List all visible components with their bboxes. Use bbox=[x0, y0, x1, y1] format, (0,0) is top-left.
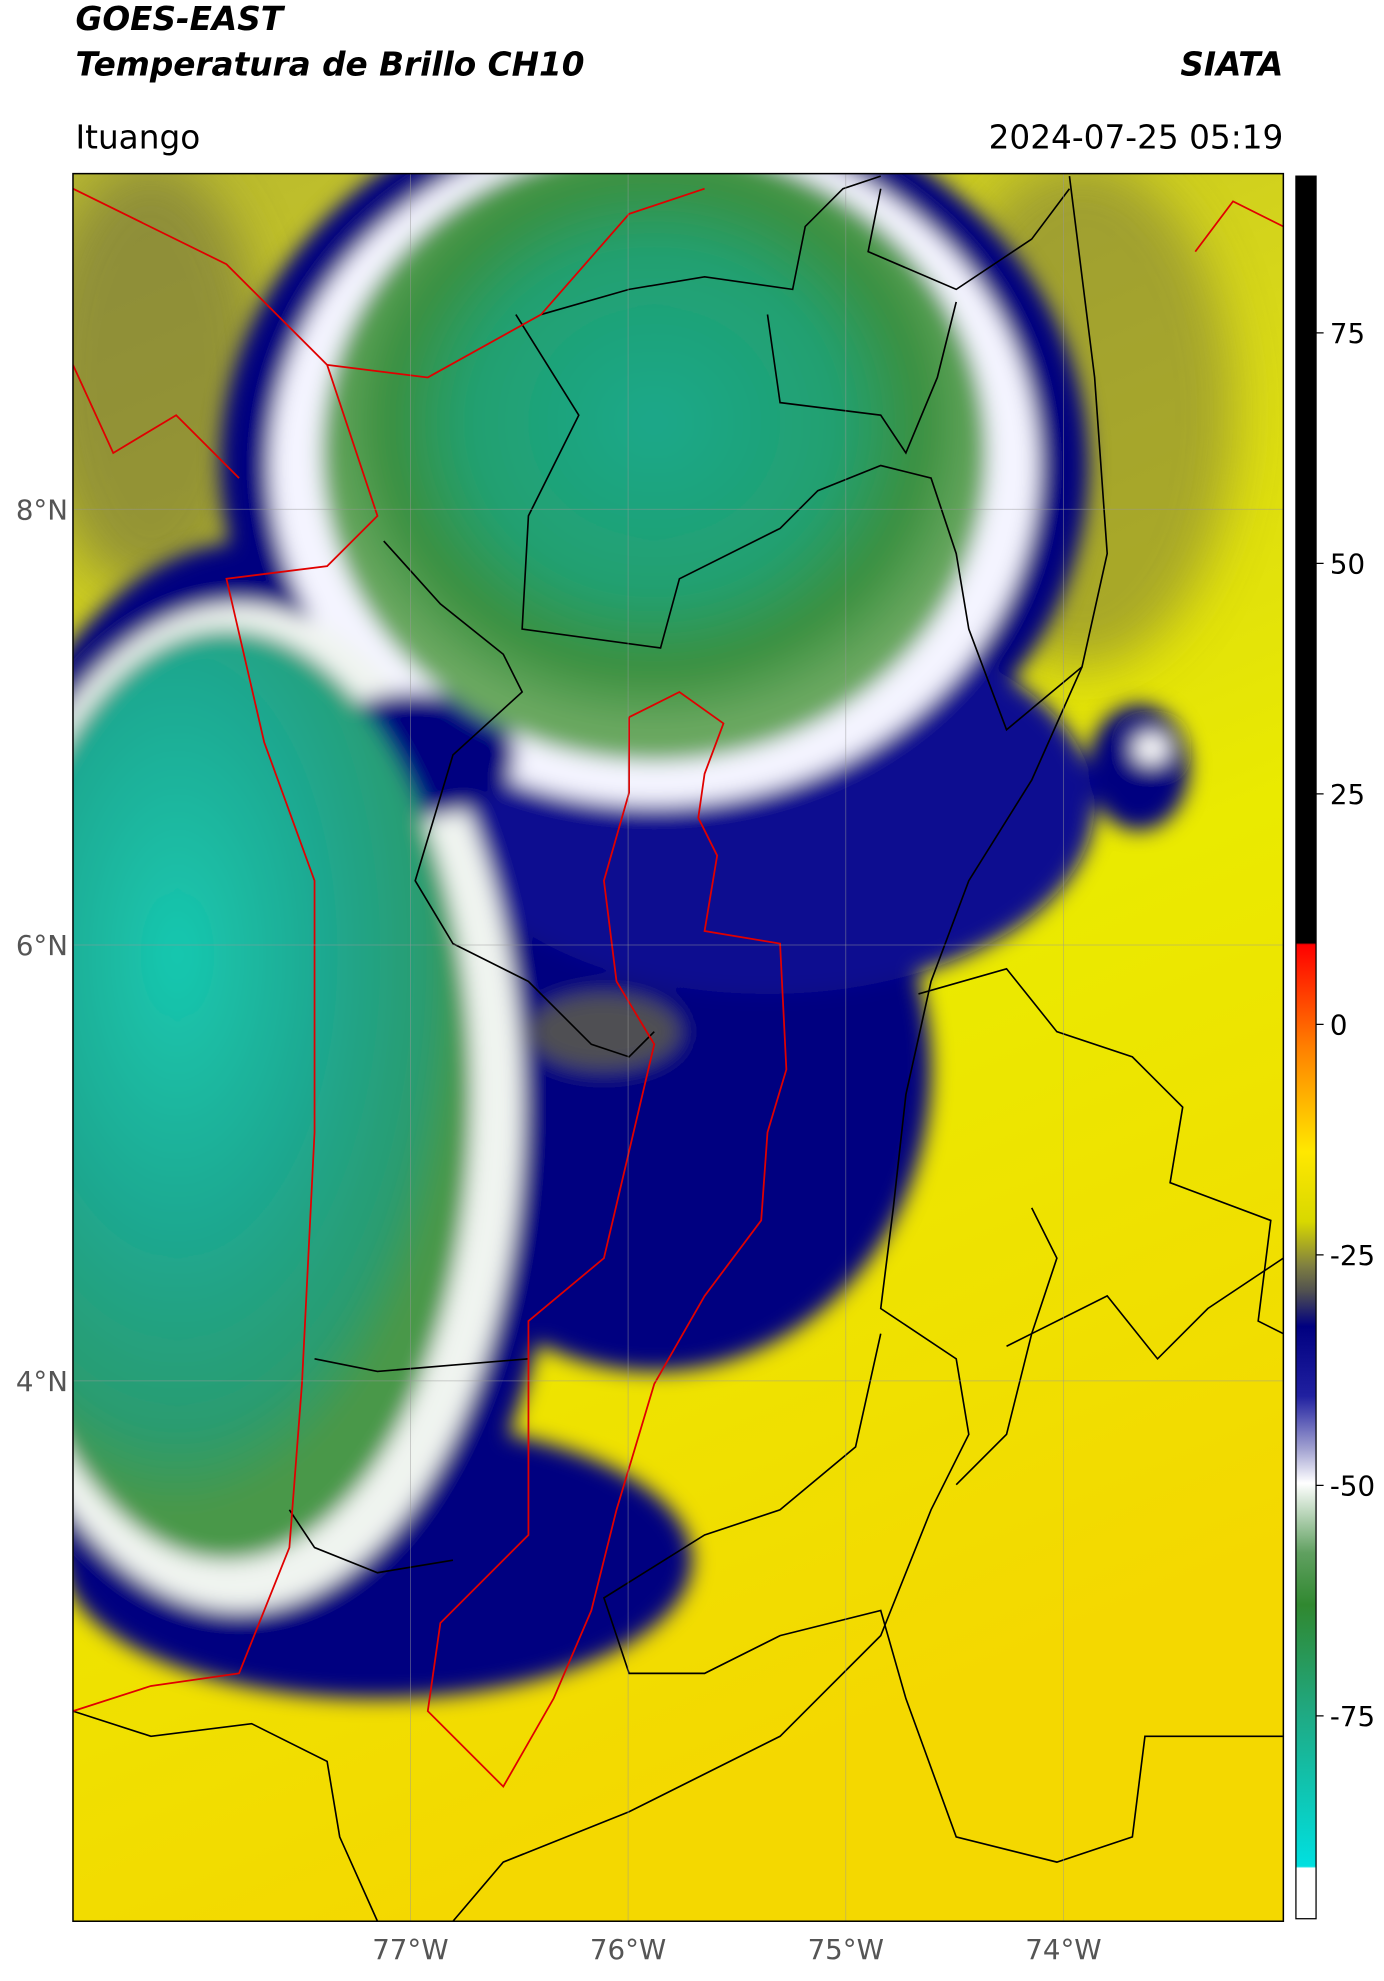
location: Ituango bbox=[75, 118, 200, 156]
borders bbox=[72, 175, 1284, 1922]
boundary bbox=[72, 187, 1284, 1789]
colorbar-tick-label: 0 bbox=[1330, 1008, 1348, 1041]
source: SIATA bbox=[1180, 45, 1283, 83]
colorbar-tick-label: -75 bbox=[1330, 1700, 1375, 1733]
colorbar-tick-label: -25 bbox=[1330, 1239, 1375, 1272]
lat-tick-label: 8°N bbox=[16, 493, 68, 526]
map-frame bbox=[72, 172, 1285, 1922]
colorbar bbox=[1295, 175, 1317, 1920]
timestamp: 2024-07-25 05:19 bbox=[989, 118, 1284, 156]
lat-tick-label: 6°N bbox=[16, 929, 68, 962]
lat-tick-label: 4°N bbox=[16, 1365, 68, 1398]
colorbar-tick-label: -50 bbox=[1330, 1469, 1375, 1502]
lon-tick-label: 74°W bbox=[1025, 1933, 1101, 1966]
colorbar-tick-label: 75 bbox=[1330, 317, 1365, 350]
colorbar-tick-label: 50 bbox=[1330, 547, 1365, 580]
colorbar-tick-label: 25 bbox=[1330, 778, 1365, 811]
lon-tick-label: 75°W bbox=[808, 1933, 884, 1966]
satellite-image bbox=[72, 173, 1284, 1922]
subtitle: Temperatura de Brillo CH10 bbox=[75, 45, 584, 83]
title: GOES-EAST bbox=[75, 0, 285, 38]
lon-tick-label: 76°W bbox=[590, 1933, 666, 1966]
lon-tick-label: 77°W bbox=[372, 1933, 448, 1966]
